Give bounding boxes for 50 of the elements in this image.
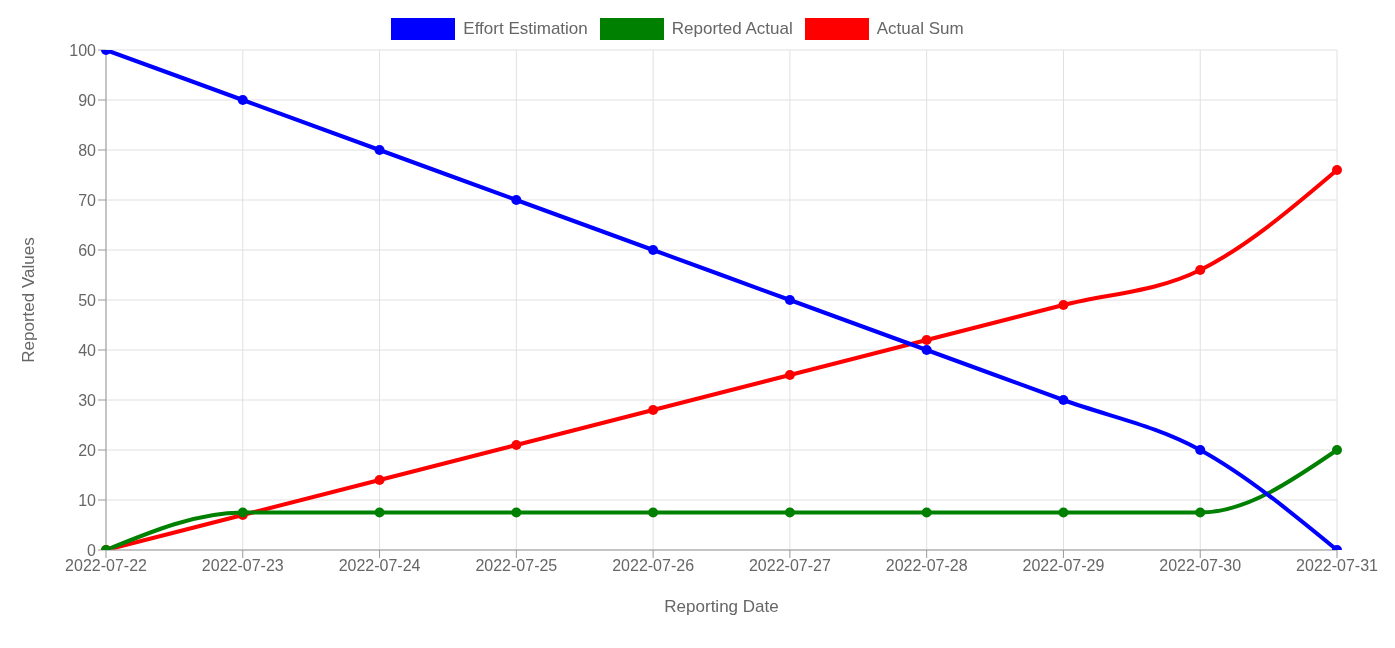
x-tick-label: 2022-07-25 xyxy=(475,557,558,575)
point xyxy=(921,335,932,345)
point xyxy=(921,507,932,518)
y-tick-label: 100 xyxy=(69,41,97,59)
y-tick-label: 70 xyxy=(78,191,97,209)
point xyxy=(1058,395,1069,405)
y-tick-label: 30 xyxy=(78,391,97,409)
x-tick-label: 2022-07-30 xyxy=(1159,557,1242,575)
point xyxy=(648,507,659,518)
point xyxy=(1195,265,1206,275)
point xyxy=(648,245,659,255)
y-tick-label: 90 xyxy=(78,91,97,109)
point xyxy=(1058,507,1069,518)
point xyxy=(648,405,659,415)
point xyxy=(374,145,385,155)
x-tick-label: 2022-07-24 xyxy=(338,557,421,575)
point xyxy=(1332,445,1342,455)
point xyxy=(1195,507,1206,518)
point xyxy=(784,370,795,380)
y-tick-label: 0 xyxy=(87,541,97,559)
x-tick-label: 2022-07-31 xyxy=(1296,557,1379,575)
point xyxy=(374,475,385,485)
y-tick-label: 40 xyxy=(78,341,97,359)
point xyxy=(784,295,795,305)
x-tick-label: 2022-07-23 xyxy=(201,557,284,575)
legend-label: Reported Actual xyxy=(671,19,793,39)
x-axis-title: Reporting Date xyxy=(664,597,779,616)
y-tick-label: 80 xyxy=(78,141,97,159)
point xyxy=(1332,165,1342,175)
y-axis-title: Reported Values xyxy=(19,237,39,363)
point xyxy=(921,345,932,355)
y-tick-label: 60 xyxy=(78,241,97,259)
point xyxy=(374,507,385,518)
legend-label: Actual Sum xyxy=(876,19,964,39)
x-tick-label: 2022-07-29 xyxy=(1022,557,1105,575)
y-tick-label: 50 xyxy=(78,291,97,309)
point xyxy=(1058,300,1069,310)
point xyxy=(1195,445,1206,455)
point xyxy=(784,507,795,518)
point xyxy=(237,95,248,105)
point xyxy=(511,507,522,518)
point xyxy=(511,440,522,450)
x-tick-label: 2022-07-27 xyxy=(748,557,831,575)
x-tick-label: 2022-07-28 xyxy=(885,557,968,575)
y-tick-label: 10 xyxy=(78,491,97,509)
y-tick-label: 20 xyxy=(78,441,97,459)
legend-label: Effort Estimation xyxy=(463,19,588,39)
x-tick-label: 2022-07-26 xyxy=(612,557,695,575)
x-tick-label: 2022-07-22 xyxy=(65,557,148,575)
point xyxy=(511,195,522,205)
